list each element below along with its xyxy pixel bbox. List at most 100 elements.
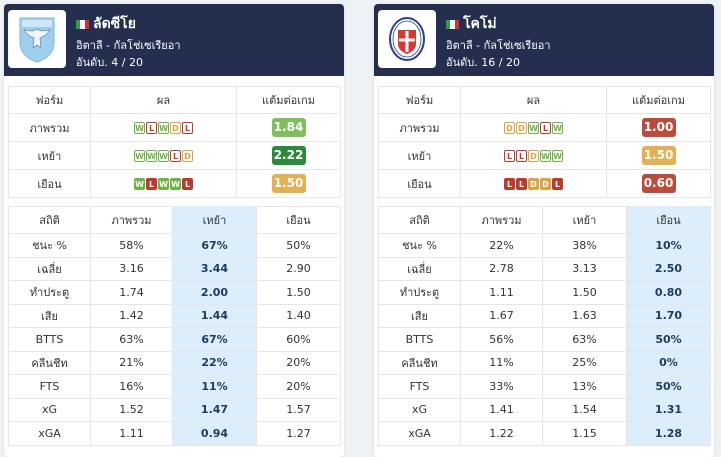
stats-table-header: สถิติ ภาพรวม เหย้า เยือน	[8, 206, 341, 234]
form-results: W W W L D	[90, 141, 237, 170]
result-chip[interactable]: L	[504, 178, 515, 190]
stat-away: 50%	[626, 327, 711, 352]
team-logo[interactable]	[378, 10, 436, 68]
stat-home: 1.54	[542, 397, 627, 422]
stat-home: 38%	[542, 233, 627, 258]
stats-row: FTS 16% 11% 20%	[8, 374, 341, 399]
stat-overall: 1.11	[90, 421, 173, 446]
stat-label: ชนะ %	[378, 233, 461, 258]
result-chip[interactable]: D	[182, 150, 193, 162]
stat-overall: 33%	[460, 374, 543, 399]
result-chip[interactable]: D	[504, 122, 515, 134]
form-row-overall: ภาพรวม W L W D L 1.84	[8, 113, 341, 142]
result-chip[interactable]: L	[504, 150, 515, 162]
stats-row: BTTS 63% 67% 60%	[8, 327, 341, 352]
result-chip[interactable]: W	[170, 178, 181, 190]
result-chip[interactable]: W	[134, 178, 145, 190]
como-1907-crest-icon	[389, 17, 425, 61]
ppg-header: แต้มต่อเกม	[236, 86, 341, 114]
stat-home: 1.15	[542, 421, 627, 446]
result-chip[interactable]: L	[170, 150, 181, 162]
result-chip[interactable]: D	[540, 178, 551, 190]
team-logo[interactable]	[8, 10, 66, 68]
form-results: W L W D L	[90, 113, 237, 142]
stat-away: 50%	[256, 233, 341, 258]
stat-label: FTS	[378, 374, 461, 399]
stat-overall: 1.67	[460, 303, 543, 328]
result-chip[interactable]: W	[158, 150, 169, 162]
result-chip[interactable]: L	[146, 122, 157, 134]
team-header: โคโม่ อิตาลี - กัลโช่เซเรียอา อันดับ. 16…	[374, 4, 714, 76]
result-chip[interactable]: W	[134, 122, 145, 134]
stat-home: 1.63	[542, 303, 627, 328]
form-row-label: ภาพรวม	[378, 113, 461, 142]
stat-away: 60%	[256, 327, 341, 352]
overall-header: ภาพรวม	[90, 206, 173, 234]
stat-away: 20%	[256, 374, 341, 399]
away-header: เยือน	[256, 206, 341, 234]
stat-label: เสีย	[8, 303, 91, 328]
stat-label: เฉลี่ย	[8, 256, 91, 281]
stat-home: 25%	[542, 350, 627, 375]
form-table-header: ฟอร์ม ผล แต้มต่อเกม	[378, 86, 711, 114]
form-row-label: เหย้า	[8, 141, 91, 170]
stat-overall: 11%	[460, 350, 543, 375]
stat-home: 0.94	[172, 421, 257, 446]
stat-away: 2.90	[256, 256, 341, 281]
stat-overall: 1.52	[90, 397, 173, 422]
stat-home: 11%	[172, 374, 257, 399]
form-results: W L W W L	[90, 169, 237, 198]
result-chip[interactable]: L	[146, 178, 157, 190]
team-card-como: โคโม่ อิตาลี - กัลโช่เซเรียอา อันดับ. 16…	[374, 4, 714, 457]
stat-home: 13%	[542, 374, 627, 399]
result-chip[interactable]: W	[146, 150, 157, 162]
league-name[interactable]: อิตาลี - กัลโช่เซเรียอา	[76, 39, 181, 52]
stats-row: xG 1.41 1.54 1.31	[378, 397, 711, 422]
stat-home: 1.47	[172, 397, 257, 422]
result-chip[interactable]: W	[552, 122, 563, 134]
stat-label: ชนะ %	[8, 233, 91, 258]
result-chip[interactable]: D	[528, 150, 539, 162]
result-chip[interactable]: W	[158, 122, 169, 134]
stats-row: เสีย 1.67 1.63 1.70	[378, 303, 711, 328]
league-name[interactable]: อิตาลี - กัลโช่เซเรียอา	[446, 39, 551, 52]
result-chip[interactable]: L	[516, 150, 527, 162]
result-chip[interactable]: W	[552, 150, 563, 162]
form-row-label: ภาพรวม	[8, 113, 91, 142]
form-row-overall: ภาพรวม D D W L W 1.00	[378, 113, 711, 142]
team-name[interactable]: ลัดซีโย	[93, 16, 136, 32]
form-row-label: เยือน	[8, 169, 91, 198]
result-chip[interactable]: L	[182, 178, 193, 190]
lazio-eagle-crest-icon	[19, 17, 55, 63]
ppg-badge: 1.50	[641, 146, 676, 165]
result-chip[interactable]: W	[540, 150, 551, 162]
result-chip[interactable]: L	[516, 178, 527, 190]
result-chip[interactable]: W	[528, 122, 539, 134]
form-table: ฟอร์ม ผล แต้มต่อเกม ภาพรวม W L W D L 1.8…	[8, 86, 341, 198]
stat-overall: 3.16	[90, 256, 173, 281]
stats-row: ทำประตู 1.74 2.00 1.50	[8, 280, 341, 305]
stat-home: 67%	[172, 233, 257, 258]
result-chip[interactable]: D	[528, 178, 539, 190]
form-results: L L D W W	[460, 141, 607, 170]
result-chip[interactable]: D	[516, 122, 527, 134]
stat-home: 3.44	[172, 256, 257, 281]
ppg-cell: 1.00	[606, 113, 711, 142]
stats-row: xGA 1.11 0.94 1.27	[8, 421, 341, 446]
ppg-cell: 0.60	[606, 169, 711, 198]
stats-table: สถิติ ภาพรวม เหย้า เยือน ชนะ % 58% 67% 50% …	[8, 206, 341, 446]
result-chip[interactable]: W	[158, 178, 169, 190]
stat-overall: 1.41	[460, 397, 543, 422]
form-header: ฟอร์ม	[378, 86, 461, 114]
stat-label: เฉลี่ย	[378, 256, 461, 281]
stat-home: 1.44	[172, 303, 257, 328]
team-name[interactable]: โคโม่	[463, 16, 497, 32]
result-chip[interactable]: L	[552, 178, 563, 190]
result-chip[interactable]: L	[540, 122, 551, 134]
result-chip[interactable]: W	[134, 150, 145, 162]
ppg-badge: 1.84	[271, 118, 306, 137]
stats-row: ทำประตู 1.11 1.50 0.80	[378, 280, 711, 305]
result-chip[interactable]: D	[170, 122, 181, 134]
stat-label: FTS	[8, 374, 91, 399]
result-chip[interactable]: L	[182, 122, 193, 134]
